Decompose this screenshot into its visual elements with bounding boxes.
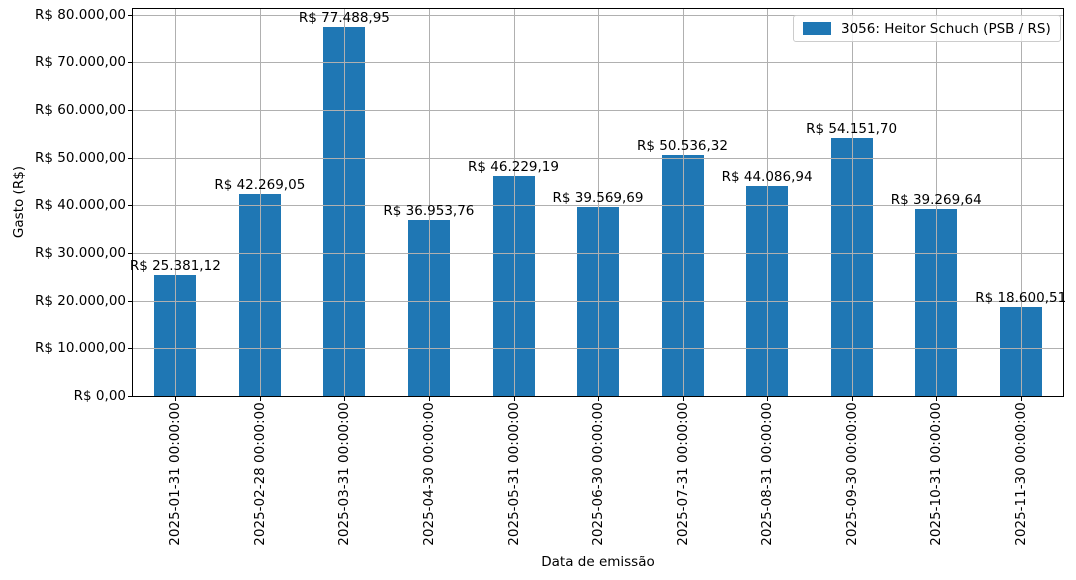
y-tick-label: R$ 20.000,00 [35, 292, 126, 309]
grid-layer [133, 8, 1063, 396]
x-tick-label: 2025-09-30 00:00:00 [843, 402, 860, 546]
y-tick-mark [128, 205, 132, 207]
y-gridline [133, 205, 1063, 207]
x-axis-title: Data de emissão [541, 554, 655, 570]
x-tick-mark [767, 397, 769, 401]
x-gridline [428, 8, 430, 396]
y-tick-mark [128, 252, 132, 254]
bottom-spine [132, 396, 1064, 397]
x-tick-label: 2025-07-31 00:00:00 [674, 402, 691, 546]
x-tick-mark [936, 397, 938, 401]
bar-value-label: R$ 50.536,32 [637, 138, 728, 154]
bar-value-label: R$ 42.269,05 [214, 177, 306, 194]
x-tick-label: 2025-03-31 00:00:00 [336, 402, 353, 546]
y-tick-mark [128, 396, 132, 397]
x-tick-label: 2025-04-30 00:00:00 [420, 402, 437, 546]
bar-value-label: R$ 46.229,19 [468, 158, 559, 175]
y-gridline [133, 300, 1063, 302]
bar-value-label: R$ 39.269,64 [890, 191, 982, 208]
bar-value-label: R$ 77.488,95 [298, 9, 390, 26]
x-gridline [682, 8, 684, 396]
y-tick-mark [128, 62, 132, 64]
x-tick-mark [175, 397, 177, 401]
y-tick-label: R$ 60.000,00 [35, 101, 126, 118]
top-spine [132, 8, 1064, 9]
x-gridline [344, 8, 346, 396]
x-gridline [851, 8, 853, 396]
y-tick-mark [128, 300, 132, 302]
x-tick-label: 2025-11-30 00:00:00 [1012, 402, 1029, 546]
y-tick-mark [128, 157, 132, 159]
y-tick-mark [128, 14, 132, 16]
x-tick-mark [344, 397, 346, 401]
y-gridline [133, 109, 1063, 111]
x-gridline [598, 8, 599, 396]
x-tick-mark [851, 397, 853, 401]
y-tick-label: R$ 40.000,00 [35, 197, 126, 214]
x-tick-label: 2025-10-31 00:00:00 [928, 402, 945, 546]
bar-value-label: R$ 54.151,70 [806, 120, 898, 137]
left-spine [132, 8, 133, 397]
x-tick-label: 2025-08-31 00:00:00 [759, 402, 776, 546]
y-tick-label: R$ 80.000,00 [35, 6, 126, 23]
bar-value-label: R$ 44.086,94 [721, 168, 813, 185]
plot-area [133, 8, 1063, 396]
x-tick-label: 2025-05-31 00:00:00 [505, 402, 522, 546]
x-tick-label: 2025-01-31 00:00:00 [167, 402, 184, 546]
x-tick-mark [259, 397, 261, 401]
x-gridline [936, 8, 938, 396]
y-tick-label: R$ 70.000,00 [35, 54, 126, 71]
y-tick-mark [128, 348, 132, 350]
x-tick-mark [513, 397, 515, 401]
bar-value-label: R$ 36.953,76 [383, 202, 475, 219]
y-tick-mark [128, 109, 132, 111]
y-axis-title: Gasto (R$) [11, 165, 27, 239]
x-tick-mark [428, 397, 430, 401]
x-tick-mark [682, 397, 684, 401]
legend-label: 3056: Heitor Schuch (PSB / RS) [841, 20, 1051, 37]
x-tick-label: 2025-02-28 00:00:00 [251, 402, 268, 546]
x-gridline [1020, 8, 1022, 396]
x-tick-mark [598, 397, 599, 401]
x-gridline [767, 8, 769, 396]
y-tick-label: R$ 50.000,00 [35, 149, 126, 166]
y-gridline [133, 14, 1063, 16]
y-gridline [133, 348, 1063, 350]
x-tick-mark [1020, 397, 1022, 401]
x-tick-label: 2025-06-30 00:00:00 [590, 402, 606, 546]
bar-value-label: R$ 18.600,51 [975, 290, 1067, 307]
bar-value-label: R$ 39.569,69 [552, 190, 644, 207]
y-tick-label: R$ 30.000,00 [35, 244, 126, 261]
legend-swatch [803, 22, 831, 35]
legend: 3056: Heitor Schuch (PSB / RS) [793, 15, 1061, 42]
y-gridline [133, 252, 1063, 254]
y-tick-label: R$ 0,00 [73, 388, 126, 404]
y-gridline [133, 157, 1063, 159]
y-gridline [133, 62, 1063, 64]
x-gridline [513, 8, 515, 396]
x-gridline [175, 8, 177, 396]
x-gridline [259, 8, 261, 396]
y-tick-label: R$ 10.000,00 [35, 340, 126, 357]
bar-value-label: R$ 25.381,12 [129, 258, 221, 274]
right-spine [1063, 8, 1064, 397]
